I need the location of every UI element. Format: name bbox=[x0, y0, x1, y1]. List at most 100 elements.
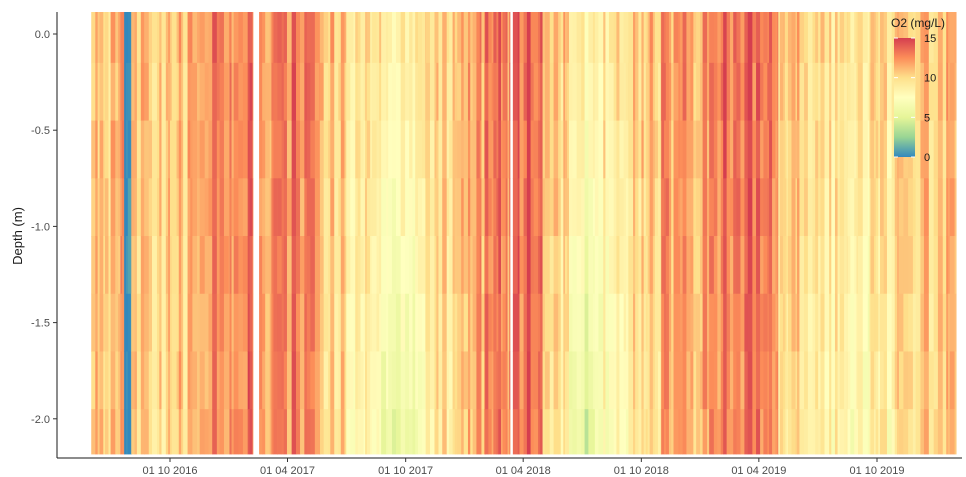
tile bbox=[736, 351, 741, 410]
tile bbox=[338, 120, 342, 179]
tile bbox=[795, 409, 798, 455]
tile bbox=[608, 236, 615, 295]
tile bbox=[903, 351, 909, 410]
tile bbox=[310, 120, 316, 179]
tile bbox=[97, 12, 100, 64]
tile bbox=[91, 62, 96, 121]
period-0 bbox=[91, 12, 112, 455]
tile bbox=[148, 293, 153, 352]
tile bbox=[891, 293, 896, 352]
tile bbox=[560, 293, 564, 352]
x-tick-label: 01 10 2019 bbox=[849, 465, 904, 477]
tile bbox=[365, 236, 368, 295]
tile bbox=[449, 12, 453, 64]
tile bbox=[638, 12, 642, 64]
tile bbox=[709, 12, 715, 64]
tile bbox=[804, 120, 809, 179]
tile bbox=[323, 120, 329, 179]
tile bbox=[199, 62, 206, 121]
tile bbox=[242, 351, 249, 410]
tile bbox=[446, 62, 450, 121]
tile bbox=[457, 62, 462, 121]
tile bbox=[434, 236, 437, 295]
tile bbox=[159, 120, 162, 179]
tile bbox=[216, 178, 221, 237]
tile bbox=[791, 409, 796, 455]
tile bbox=[812, 351, 816, 410]
tile bbox=[839, 409, 845, 455]
tile bbox=[476, 120, 481, 179]
tile bbox=[446, 178, 450, 237]
tile bbox=[386, 62, 389, 121]
tile bbox=[678, 409, 681, 455]
tile bbox=[572, 293, 578, 352]
tile bbox=[942, 409, 947, 455]
tile bbox=[360, 236, 364, 295]
tile bbox=[442, 351, 448, 410]
tile bbox=[502, 409, 507, 455]
tile bbox=[594, 120, 599, 179]
tile bbox=[686, 293, 691, 352]
tile bbox=[946, 12, 949, 64]
tile bbox=[538, 178, 541, 237]
tile bbox=[807, 236, 813, 295]
tile bbox=[643, 409, 647, 455]
tile bbox=[127, 409, 132, 455]
tile bbox=[949, 236, 955, 295]
tile bbox=[652, 409, 656, 455]
tile bbox=[608, 62, 615, 121]
tile bbox=[479, 62, 482, 121]
tile bbox=[682, 293, 687, 352]
tile bbox=[645, 120, 649, 179]
tile bbox=[493, 236, 497, 295]
tile bbox=[706, 236, 710, 295]
tile bbox=[530, 409, 535, 455]
tile bbox=[281, 351, 285, 410]
tile bbox=[878, 236, 881, 295]
tile bbox=[829, 120, 832, 179]
tile bbox=[452, 62, 456, 121]
tile bbox=[216, 293, 221, 352]
tile bbox=[775, 236, 779, 295]
tile bbox=[457, 409, 462, 455]
tile bbox=[671, 409, 674, 455]
tile bbox=[760, 409, 764, 455]
tile bbox=[647, 120, 651, 179]
tile bbox=[104, 351, 109, 410]
tile bbox=[231, 409, 235, 455]
tile bbox=[323, 236, 329, 295]
tile bbox=[584, 12, 589, 64]
tile bbox=[350, 12, 354, 64]
tile bbox=[693, 293, 697, 352]
tile bbox=[862, 351, 869, 410]
tile bbox=[942, 12, 947, 64]
tile bbox=[752, 62, 757, 121]
tile bbox=[894, 236, 898, 295]
tile bbox=[422, 12, 426, 64]
tile bbox=[569, 351, 573, 410]
tile bbox=[584, 178, 589, 237]
tile bbox=[442, 120, 448, 179]
tile bbox=[937, 293, 944, 352]
tile bbox=[613, 351, 617, 410]
tile bbox=[829, 178, 832, 237]
tile bbox=[891, 351, 896, 410]
tile bbox=[645, 293, 649, 352]
tile bbox=[168, 12, 171, 64]
tile bbox=[134, 62, 138, 121]
tile bbox=[867, 120, 870, 179]
tile bbox=[920, 236, 925, 295]
tile bbox=[894, 351, 898, 410]
tile bbox=[713, 62, 718, 121]
tile bbox=[856, 12, 859, 64]
tile bbox=[344, 409, 348, 455]
tile bbox=[775, 351, 779, 410]
tile bbox=[854, 120, 857, 179]
tile bbox=[769, 12, 773, 64]
tile bbox=[760, 351, 764, 410]
tile bbox=[265, 12, 271, 64]
tile bbox=[538, 12, 541, 64]
tile bbox=[820, 409, 825, 455]
y-tick-label: -1.0 bbox=[31, 221, 50, 233]
tile bbox=[878, 293, 881, 352]
